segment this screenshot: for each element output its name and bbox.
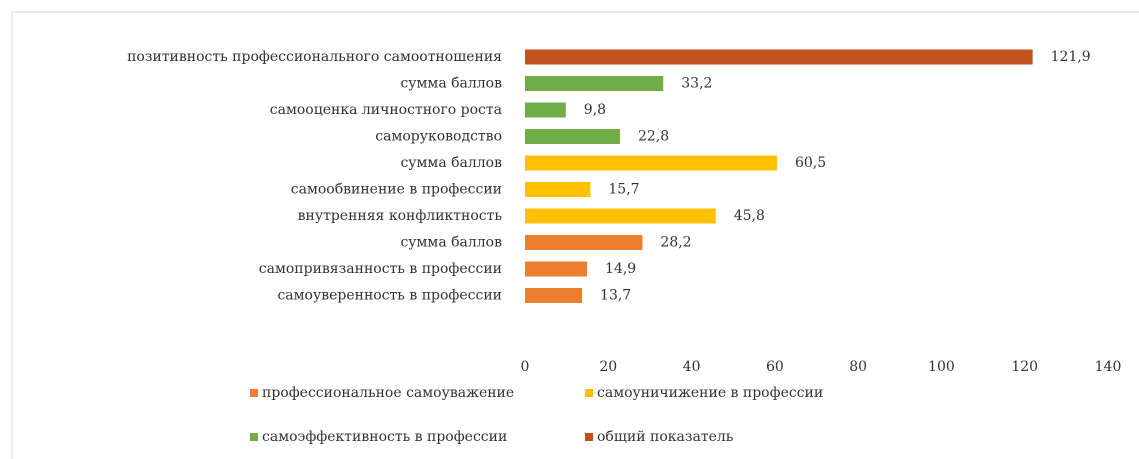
y-tick-label: самообвинение в профессии [291,182,502,198]
x-tick-label: 80 [849,359,867,375]
bar [525,235,643,250]
bar [525,76,664,91]
data-label: 9,8 [584,102,606,118]
bar [525,208,716,224]
x-tick-label: 100 [928,359,955,375]
bar [525,182,591,197]
bar [525,49,1033,65]
y-tick-label: самоуверенность в профессии [277,288,502,304]
data-label: 60,5 [795,155,826,171]
x-tick-label: 120 [1011,359,1038,375]
y-tick-label: самооценка личностного роста [270,102,502,118]
legend-label: общий показатель [597,429,734,445]
y-tick-label: сумма баллов [400,155,502,171]
y-tick-label: сумма баллов [400,235,502,251]
bar [525,155,777,171]
data-label: 33,2 [681,76,712,92]
y-tick-label: самопривязанность в профессии [259,261,502,277]
data-label: 15,7 [608,182,639,198]
legend-swatch [585,433,593,441]
bar [525,288,583,303]
legend-swatch [250,389,258,397]
bar [525,102,566,118]
y-tick-label: позитивность профессионального самоотнош… [127,49,502,65]
x-tick-label: 60 [766,359,784,375]
legend-swatch [585,389,593,397]
bar [525,261,588,277]
data-label: 22,8 [638,129,669,145]
data-label: 121,9 [1051,49,1091,65]
legend-label: профессиональное самоуважение [262,385,514,401]
x-tick-label: 40 [683,359,701,375]
y-tick-label: сумма баллов [400,76,502,92]
x-tick-label: 0 [521,359,530,375]
data-label: 14,9 [605,261,636,277]
legend-label: самоэффективность в профессии [262,429,507,445]
y-tick-label: саморуководство [375,129,502,145]
y-tick-label: внутренняя конфликтность [298,208,503,224]
legend-swatch [250,433,258,441]
bar [525,129,620,144]
x-tick-label: 20 [599,359,617,375]
legend-label: самоуничижение в профессии [597,385,823,401]
chart-border [11,11,1139,459]
data-label: 13,7 [600,288,631,304]
data-label: 28,2 [660,235,691,251]
data-label: 45,8 [734,208,765,224]
x-tick-label: 140 [1095,359,1122,375]
